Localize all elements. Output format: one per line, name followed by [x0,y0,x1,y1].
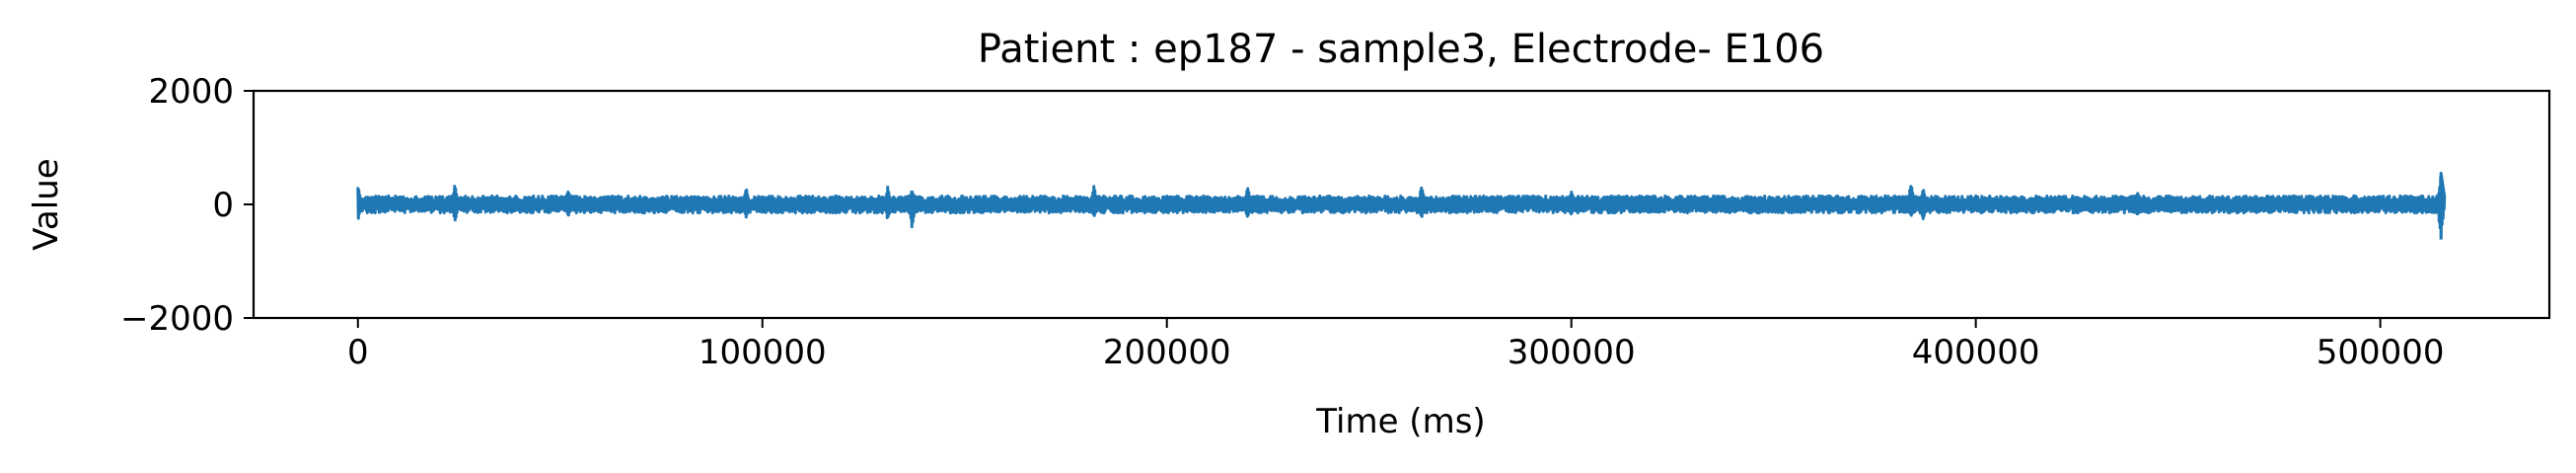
y-tick-label: −2000 [120,299,234,339]
y-axis-label: Value [27,158,66,250]
chart-title: Patient : ep187 - sample3, Electrode- E1… [978,27,1824,72]
x-tick-label: 100000 [699,333,827,372]
y-tick-label: 2000 [148,72,234,112]
y-axis-ticks: −2000 0 2000 [120,72,254,339]
x-tick-label: 500000 [2317,333,2445,372]
signal-series-line [356,171,2447,240]
x-axis-ticks: 0 100000 200000 300000 400000 500000 [347,318,2445,372]
x-tick-label: 300000 [1508,333,1636,372]
x-tick-label: 400000 [1912,333,2040,372]
x-axis-label: Time (ms) [1315,402,1485,441]
x-tick-label: 200000 [1103,333,1231,372]
y-tick-label: 0 [212,186,234,225]
x-tick-label: 0 [347,333,369,372]
